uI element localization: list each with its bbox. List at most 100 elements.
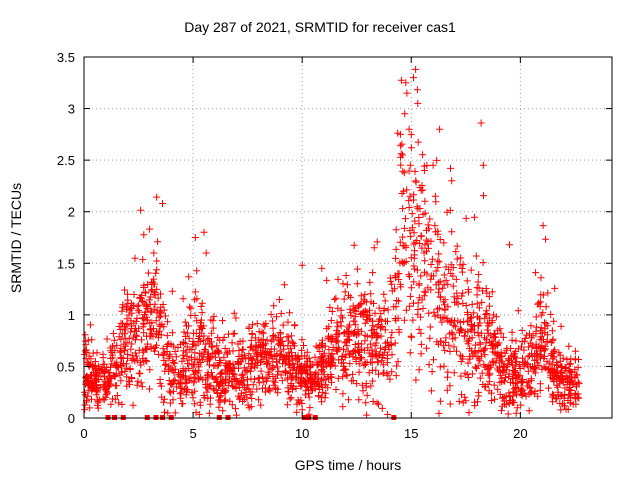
data-point-1969 xyxy=(399,167,407,175)
data-point-1214 xyxy=(198,309,206,317)
data-point-1635 xyxy=(221,397,229,405)
data-point-10 xyxy=(134,377,142,385)
data-point-988 xyxy=(189,394,197,402)
data-point-1373 xyxy=(397,161,405,169)
data-point-1707 xyxy=(325,346,333,354)
data-point-1860 xyxy=(191,349,199,357)
data-point-1250 xyxy=(203,388,211,396)
y-tick-label-3.5: 3.5 xyxy=(57,50,75,65)
data-point-2107 xyxy=(199,376,207,384)
data-point-2112 xyxy=(142,302,150,310)
data-point-737 xyxy=(449,282,457,290)
data-point-2265 xyxy=(416,184,424,191)
data-point-922 xyxy=(376,315,383,323)
data-point-2238 xyxy=(285,361,293,369)
data-point-2130 xyxy=(571,373,579,381)
data-point-768 xyxy=(410,191,418,199)
data-point-871 xyxy=(160,398,168,406)
y-tick-label-3: 3 xyxy=(68,102,75,117)
data-point-1486 xyxy=(277,371,285,379)
data-point-266 xyxy=(520,346,528,354)
data-point-2071 xyxy=(346,321,354,329)
data-point-797 xyxy=(286,309,294,317)
data-point-1706 xyxy=(267,310,275,318)
data-point-836 xyxy=(455,397,463,405)
data-point-965 xyxy=(333,347,341,355)
data-point-1821 xyxy=(191,288,199,296)
data-point-2139 xyxy=(407,131,415,139)
data-point-1976 xyxy=(550,378,558,386)
data-point-1602 xyxy=(107,355,115,362)
data-point-1979 xyxy=(319,368,327,376)
data-point-1380 xyxy=(332,294,340,302)
data-point-699 xyxy=(536,386,544,394)
data-point-3 xyxy=(239,346,247,354)
data-point-1742 xyxy=(298,400,306,407)
data-point-2179 xyxy=(215,403,223,411)
data-point-1326 xyxy=(198,325,206,332)
data-point-1944 xyxy=(527,389,535,397)
data-point-2042 xyxy=(121,286,128,294)
data-point-2105 xyxy=(109,351,117,359)
data-point-585 xyxy=(451,323,459,331)
data-point-1290 xyxy=(361,319,369,327)
data-point-1587 xyxy=(466,355,474,363)
data-point-1799 xyxy=(538,342,546,350)
data-point-652 xyxy=(424,284,432,292)
data-point-1749 xyxy=(305,393,313,401)
data-point-1592 xyxy=(278,337,286,345)
data-point-1870 xyxy=(464,374,472,381)
data-point-955 xyxy=(483,310,491,317)
data-point-1774 xyxy=(355,330,363,338)
data-point-1931 xyxy=(273,313,280,321)
data-point-1360 xyxy=(209,373,216,381)
data-point-734 xyxy=(504,410,512,418)
data-point-174 xyxy=(463,277,471,285)
data-point-281 xyxy=(399,205,407,213)
data-point-1134 xyxy=(434,257,442,265)
data-point-1695 xyxy=(368,367,376,374)
data-point-717 xyxy=(535,299,543,307)
data-point-n19 xyxy=(191,234,199,241)
data-point-2032 xyxy=(248,388,256,396)
data-point-726 xyxy=(482,311,490,318)
data-point-1820 xyxy=(194,374,202,382)
data-point-1990 xyxy=(451,334,459,342)
data-point-1914 xyxy=(318,352,326,360)
data-point-1016 xyxy=(259,329,267,337)
data-point-2209 xyxy=(507,379,514,386)
data-point-1977 xyxy=(377,344,384,352)
data-point-2043 xyxy=(449,272,457,280)
data-point-184 xyxy=(168,287,176,295)
data-point-1899 xyxy=(380,307,388,315)
data-point-808 xyxy=(406,292,414,300)
axis-ticks: 0 0.5 1 1.5 2 2.5 3 3.5 0 5 10 15 20 xyxy=(57,50,612,441)
data-point-2291 xyxy=(248,395,256,402)
data-point-424 xyxy=(393,362,401,370)
data-point-995 xyxy=(206,361,213,369)
data-point-1921 xyxy=(269,317,277,325)
data-point-2090 xyxy=(318,362,326,370)
data-point-1673 xyxy=(148,287,156,295)
data-point-1003 xyxy=(367,290,375,298)
data-point-950 xyxy=(164,318,172,326)
data-point-1273 xyxy=(210,362,218,370)
data-point-2298 xyxy=(516,365,524,372)
data-point-1594 xyxy=(448,228,456,236)
data-point-2249 xyxy=(93,381,101,389)
data-point-2104 xyxy=(366,311,374,319)
data-point-870 xyxy=(238,351,246,359)
data-point-664 xyxy=(563,356,571,364)
data-point-2057 xyxy=(119,303,126,311)
data-point-1898 xyxy=(221,396,229,404)
x-tick-label-20: 20 xyxy=(513,426,527,441)
data-point-1603 xyxy=(195,363,203,371)
data-point-2022 xyxy=(89,349,97,357)
data-point-2191 xyxy=(344,332,352,340)
data-point-1472 xyxy=(491,330,499,338)
data-point-1577 xyxy=(351,341,359,348)
data-point-1385 xyxy=(374,358,381,366)
data-point-225 xyxy=(168,329,176,337)
data-point-1732 xyxy=(234,358,242,365)
data-point-2287 xyxy=(519,376,526,383)
